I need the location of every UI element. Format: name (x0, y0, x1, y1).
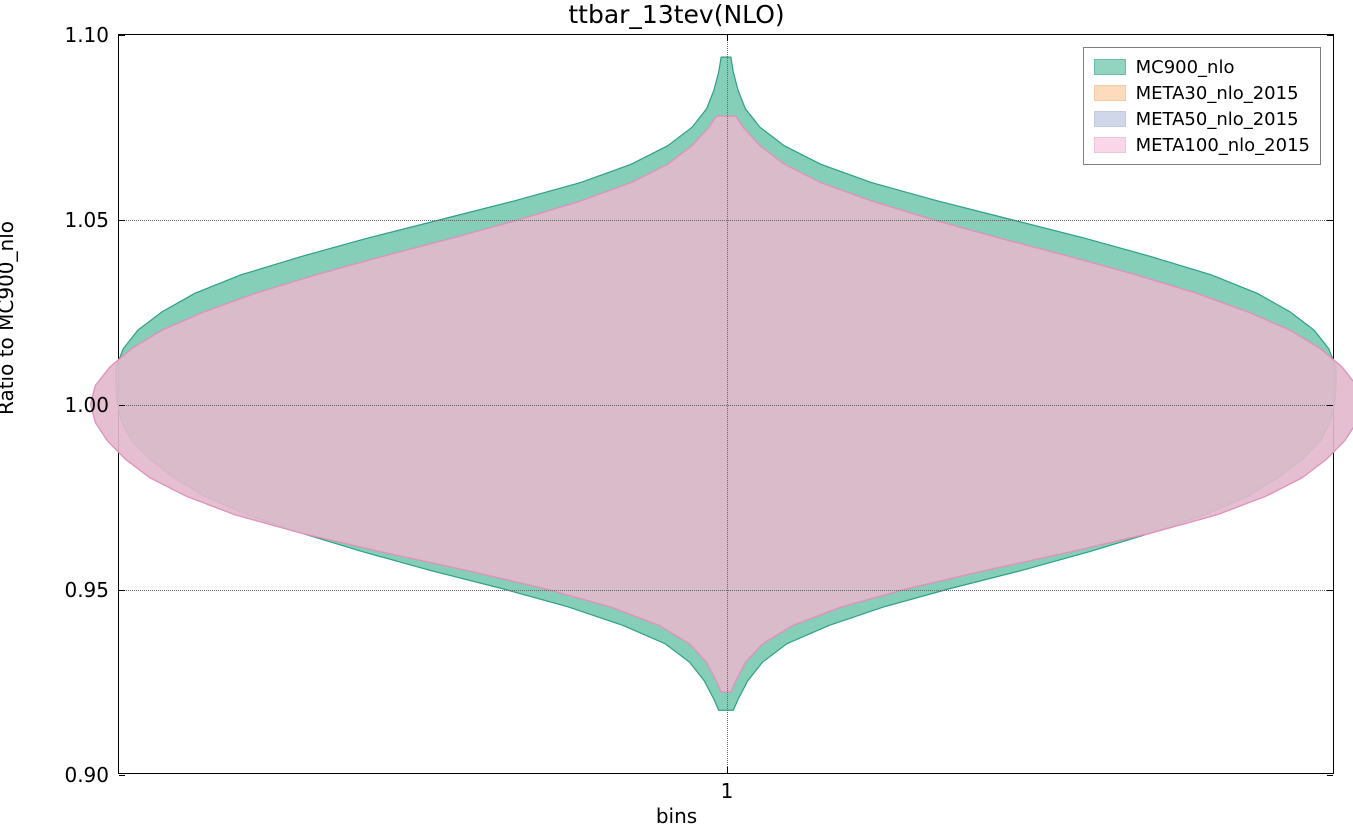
legend-swatch (1094, 111, 1126, 127)
y-tick-mark (1327, 590, 1333, 591)
x-tick-label: 1 (721, 779, 734, 803)
y-tick-label: 0.90 (64, 763, 109, 787)
y-tick-label: 1.10 (64, 23, 109, 47)
y-tick-mark (1327, 220, 1333, 221)
legend-item: META100_nlo_2015 (1094, 132, 1310, 158)
legend-label: META100_nlo_2015 (1136, 135, 1310, 156)
y-tick-mark (1327, 35, 1333, 36)
chart-title: ttbar_13tev(NLO) (0, 0, 1353, 29)
violin-META100_nlo_2015 (91, 116, 1353, 692)
y-tick-mark (119, 405, 125, 406)
legend-label: META50_nlo_2015 (1136, 109, 1299, 130)
y-tick-mark (1327, 775, 1333, 776)
legend-item: MC900_nlo (1094, 54, 1310, 80)
legend-swatch (1094, 137, 1126, 153)
y-tick-label: 1.05 (64, 208, 109, 232)
y-tick-mark (119, 35, 125, 36)
grid-line-horizontal (119, 220, 1333, 221)
y-axis-label: Ratio to MC900_nlo (0, 221, 18, 415)
legend-swatch (1094, 59, 1126, 75)
legend: MC900_nlo META30_nlo_2015 META50_nlo_2015 M… (1083, 47, 1321, 165)
x-axis-label: bins (0, 804, 1353, 828)
legend-item: META50_nlo_2015 (1094, 106, 1310, 132)
grid-line-horizontal (119, 405, 1333, 406)
y-tick-mark (1327, 405, 1333, 406)
legend-label: MC900_nlo (1136, 57, 1235, 78)
y-tick-mark (119, 775, 125, 776)
grid-line-horizontal (119, 590, 1333, 591)
legend-swatch (1094, 85, 1126, 101)
x-tick-mark (727, 35, 728, 41)
legend-item: META30_nlo_2015 (1094, 80, 1310, 106)
plot-area: 0.900.951.001.051.101 MC900_nloMETA30_nl… (118, 34, 1334, 774)
legend-label: META30_nlo_2015 (1136, 83, 1299, 104)
y-tick-mark (119, 590, 125, 591)
x-tick-mark (727, 767, 728, 773)
y-tick-mark (119, 220, 125, 221)
y-tick-label: 0.95 (64, 578, 109, 602)
y-tick-label: 1.00 (64, 393, 109, 417)
grid-line-vertical (727, 35, 728, 773)
figure: ttbar_13tev(NLO) Ratio to MC900_nlo bins… (0, 0, 1353, 830)
